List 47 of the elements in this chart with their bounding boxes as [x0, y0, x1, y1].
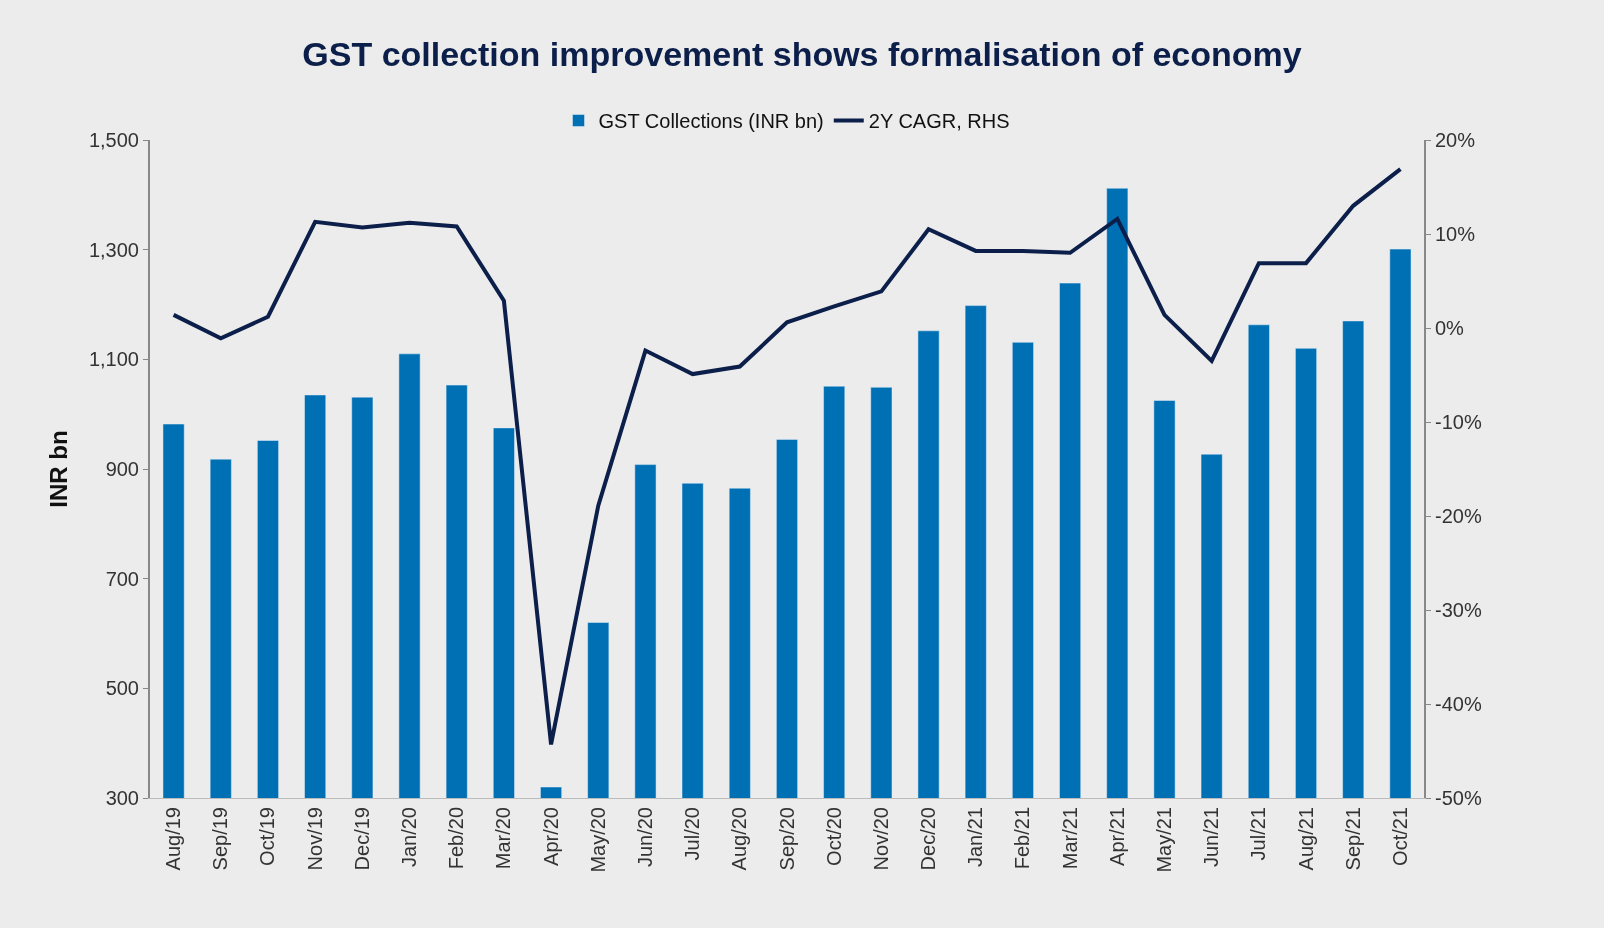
x-tick-label: Sep/20: [775, 807, 798, 871]
x-tick-label: Jun/21: [1200, 807, 1223, 868]
legend-label: GST Collections (INR bn): [598, 110, 824, 133]
x-tick-label: Nov/19: [303, 807, 326, 871]
x-tick-label: Dec/20: [917, 807, 940, 871]
y-tick-label: 500: [105, 677, 139, 700]
x-tick-label: Jan/20: [398, 807, 421, 868]
x-tick-label: Apr/20: [539, 807, 562, 866]
x-tick-label: Jan/21: [964, 807, 987, 868]
x-tick-label: Apr/21: [1105, 807, 1128, 866]
x-tick-label: Aug/20: [728, 807, 751, 871]
x-tick-label: Jul/21: [1247, 807, 1270, 861]
x-tick-label: Jul/20: [681, 807, 704, 861]
x-tick-label: Feb/21: [1011, 807, 1034, 870]
chart-title: GST collection improvement shows formalisation of economy: [302, 34, 1302, 73]
y-tick-label: 700: [105, 567, 139, 590]
x-tick-label: Aug/19: [162, 807, 185, 871]
x-tick-label: Nov/20: [869, 807, 892, 871]
legend-label: 2Y CAGR, RHS: [868, 110, 1010, 133]
x-tick-label: May/20: [586, 807, 609, 873]
x-tick-label: Mar/21: [1058, 807, 1081, 870]
x-tick-label: Feb/20: [445, 807, 468, 870]
y2-tick-label: -50%: [1435, 787, 1482, 809]
line-series: [171, 167, 1403, 747]
y-tick-label: 300: [105, 787, 139, 809]
y2-tick-label: -40%: [1435, 693, 1482, 715]
x-tick-label: Sep/19: [209, 807, 232, 871]
x-tick-label: Jun/20: [633, 807, 656, 868]
y-axis-title: INR bn: [44, 430, 72, 508]
y2-tick-label: -20%: [1435, 505, 1482, 527]
y-tick-label: 900: [105, 458, 139, 480]
x-tick-label: Sep/21: [1341, 807, 1364, 871]
x-tick-label: Mar/20: [492, 807, 515, 870]
y2-tick-label: 0%: [1435, 317, 1465, 339]
y-tick-label: 1,500: [88, 129, 139, 151]
y2-tick-label: 20%: [1435, 129, 1476, 151]
x-tick-label: Aug/21: [1294, 807, 1317, 871]
x-tick-label: Oct/21: [1388, 807, 1411, 866]
x-tick-label: Oct/20: [822, 807, 845, 866]
x-tick-label: Oct/19: [256, 807, 279, 866]
x-tick-label: May/21: [1152, 807, 1175, 873]
x-tick-label: Dec/19: [350, 807, 373, 871]
y-tick-label: 1,300: [88, 238, 139, 261]
y-tick-label: 1,100: [88, 348, 139, 371]
y2-tick-label: 10%: [1435, 223, 1476, 245]
y2-tick-label: -10%: [1435, 411, 1482, 433]
y2-tick-label: -30%: [1435, 599, 1482, 621]
